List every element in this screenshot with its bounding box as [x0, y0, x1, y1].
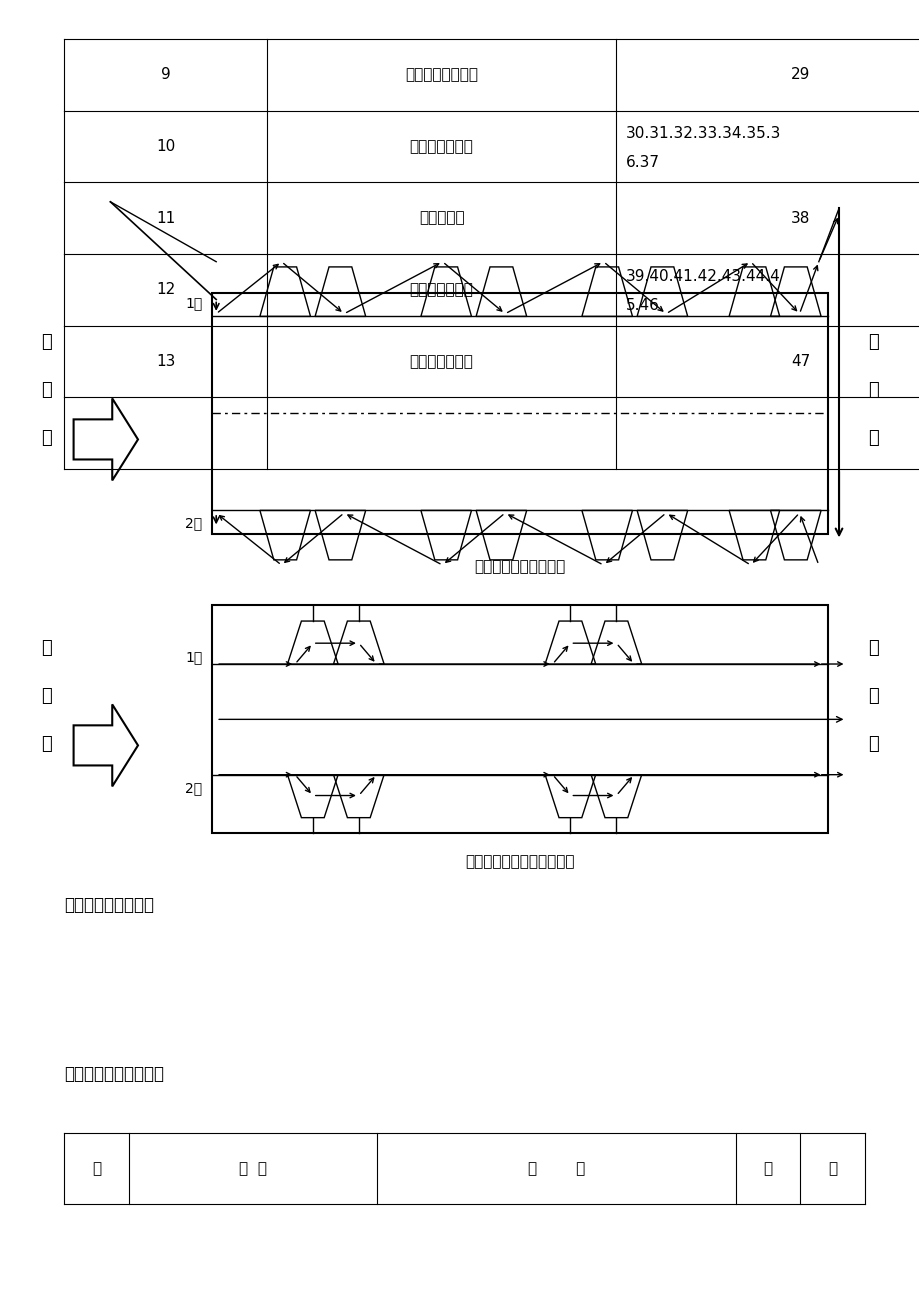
Text: 位: 位 [868, 381, 879, 398]
Text: 11: 11 [156, 211, 175, 225]
Text: 端: 端 [868, 430, 879, 447]
Text: 部: 部 [92, 1161, 101, 1176]
Text: 位: 位 [40, 381, 51, 398]
Text: 质: 质 [763, 1161, 772, 1176]
Text: 29: 29 [789, 68, 810, 82]
Text: 一: 一 [40, 639, 51, 656]
Text: 端: 端 [40, 430, 51, 447]
Text: 2号: 2号 [185, 517, 202, 530]
Text: 端: 端 [40, 736, 51, 753]
Text: 10: 10 [156, 139, 175, 154]
Text: 运: 运 [827, 1161, 836, 1176]
Text: 四、检查作业程序标准: 四、检查作业程序标准 [64, 1065, 165, 1083]
Bar [211, 293, 827, 534]
Text: 二位转向架内部: 二位转向架内部 [409, 283, 473, 297]
Text: 转向架内部地沟作业程序图: 转向架内部地沟作业程序图 [464, 854, 574, 870]
Text: 一位转向架内部: 一位转向架内部 [409, 139, 473, 154]
Text: 9: 9 [161, 68, 170, 82]
Text: 39.40.41.42.43.44.4: 39.40.41.42.43.44.4 [625, 270, 779, 284]
Text: 47: 47 [790, 354, 809, 368]
Bar [211, 605, 827, 833]
Text: 检        查: 检 查 [528, 1161, 584, 1176]
Text: 端: 端 [868, 736, 879, 753]
Text: 二: 二 [868, 639, 879, 656]
Text: 转向架外部作业程序图: 转向架外部作业程序图 [473, 559, 565, 574]
Text: 5.46: 5.46 [625, 298, 659, 312]
Text: 空气制动部: 空气制动部 [418, 211, 464, 225]
Text: 一: 一 [868, 333, 879, 350]
Text: 38: 38 [789, 211, 810, 225]
Text: 位: 位 [868, 687, 879, 704]
Text: 二: 二 [40, 333, 51, 350]
Text: 1号: 1号 [185, 297, 202, 310]
Text: 6.37: 6.37 [625, 155, 659, 169]
Text: 1号: 1号 [185, 651, 202, 664]
Text: 程  序: 程 序 [239, 1161, 267, 1176]
Text: 2号: 2号 [185, 781, 202, 794]
Text: 三、作业程序示意图: 三、作业程序示意图 [64, 896, 154, 914]
Text: 12: 12 [156, 283, 175, 297]
Text: 一位端车体外端部: 一位端车体外端部 [404, 68, 478, 82]
Text: 二位车钩缓冲部: 二位车钩缓冲部 [409, 354, 473, 368]
Text: 30.31.32.33.34.35.3: 30.31.32.33.34.35.3 [625, 126, 780, 141]
Text: 13: 13 [155, 354, 176, 368]
Text: 位: 位 [40, 687, 51, 704]
